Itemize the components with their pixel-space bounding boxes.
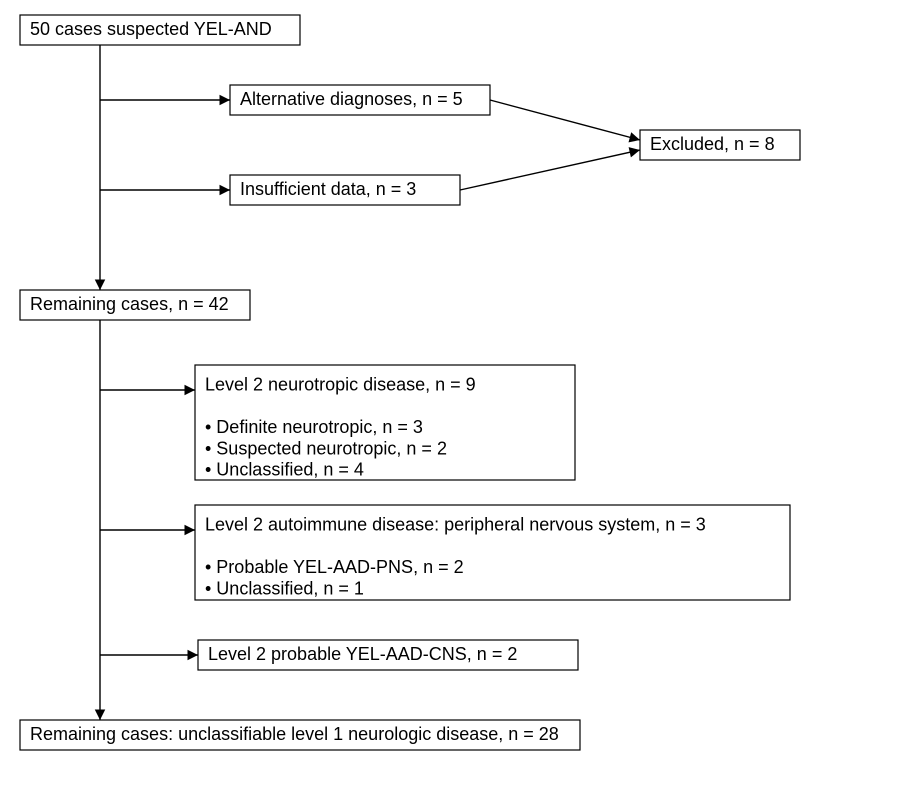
insuff-node: Insufficient data, n = 3 bbox=[230, 175, 460, 205]
cns-label-0: Level 2 probable YEL-AAD-CNS, n = 2 bbox=[208, 644, 517, 664]
autoimm-node: Level 2 autoimmune disease: peripheral n… bbox=[195, 505, 790, 600]
remain42-label-0: Remaining cases, n = 42 bbox=[30, 294, 229, 314]
flowchart-svg: 50 cases suspected YEL-AND Alternative di… bbox=[0, 0, 900, 800]
excluded-label-0: Excluded, n = 8 bbox=[650, 134, 775, 154]
excluded-node: Excluded, n = 8 bbox=[640, 130, 800, 160]
remain42-node: Remaining cases, n = 42 bbox=[20, 290, 250, 320]
start-label-0: 50 cases suspected YEL-AND bbox=[30, 19, 272, 39]
neuro-label-0: Level 2 neurotropic disease, n = 9 bbox=[205, 375, 476, 395]
merge-arrow-6 bbox=[460, 150, 640, 190]
neuro-label-4: • Unclassified, n = 4 bbox=[205, 460, 364, 480]
merge-arrow-5 bbox=[490, 100, 640, 140]
autoimm-label-3: • Unclassified, n = 1 bbox=[205, 578, 364, 598]
insuff-label-0: Insufficient data, n = 3 bbox=[240, 179, 416, 199]
autoimm-label-0: Level 2 autoimmune disease: peripheral n… bbox=[205, 515, 706, 535]
altdx-label-0: Alternative diagnoses, n = 5 bbox=[240, 89, 463, 109]
neuro-node: Level 2 neurotropic disease, n = 9 • Defi… bbox=[195, 365, 575, 480]
autoimm-label-2: • Probable YEL-AAD-PNS, n = 2 bbox=[205, 557, 464, 577]
start-node: 50 cases suspected YEL-AND bbox=[20, 15, 300, 45]
cns-node: Level 2 probable YEL-AAD-CNS, n = 2 bbox=[198, 640, 578, 670]
remain28-label-0: Remaining cases: unclassifiable level 1 … bbox=[30, 724, 559, 744]
neuro-label-3: • Suspected neurotropic, n = 2 bbox=[205, 438, 447, 458]
neuro-label-2: • Definite neurotropic, n = 3 bbox=[205, 417, 423, 437]
altdx-node: Alternative diagnoses, n = 5 bbox=[230, 85, 490, 115]
remain28-node: Remaining cases: unclassifiable level 1 … bbox=[20, 720, 580, 750]
